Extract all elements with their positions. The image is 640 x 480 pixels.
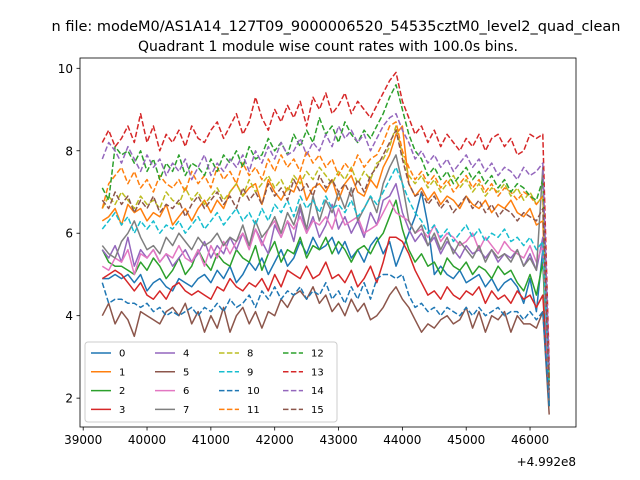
series-line-14 <box>101 112 550 370</box>
series-line-12 <box>101 84 550 382</box>
x-tick-label: 44000 <box>383 433 421 447</box>
series-lines <box>101 71 550 415</box>
legend-label-1: 1 <box>119 367 125 378</box>
legend-label-0: 0 <box>119 349 125 360</box>
legend-label-9: 9 <box>247 367 253 378</box>
series-line-0 <box>102 191 550 403</box>
legend-label-13: 13 <box>311 367 324 378</box>
x-tick-label: 45000 <box>447 433 485 447</box>
axes-frame <box>79 57 577 428</box>
legend-label-10: 10 <box>247 386 260 397</box>
legend-label-11: 11 <box>247 405 260 416</box>
legend-box <box>84 341 338 423</box>
legend-label-12: 12 <box>311 349 324 360</box>
y-tick-label: 6 <box>65 227 73 241</box>
x-tick-label: 41000 <box>192 433 230 447</box>
legend-label-4: 4 <box>183 349 189 360</box>
series-line-15 <box>101 129 550 390</box>
series-line-3 <box>101 236 550 399</box>
series-line-11 <box>101 121 550 378</box>
series-line-5 <box>101 286 550 415</box>
series-line-9 <box>101 166 550 386</box>
series-line-10 <box>101 273 550 407</box>
y-tick-label: 4 <box>65 309 73 323</box>
plot-area <box>79 57 577 428</box>
series-line-6 <box>101 199 550 399</box>
legend-label-6: 6 <box>183 386 189 397</box>
legend-label-3: 3 <box>119 405 125 416</box>
x-offset-label: +4.992e8 <box>517 455 576 469</box>
file-suptitle: n file: modeM0/AS1A14_127T09_9000006520_… <box>52 19 621 35</box>
series-line-2 <box>101 199 550 407</box>
legend-label-8: 8 <box>247 349 253 360</box>
legend-label-14: 14 <box>311 386 324 397</box>
y-axis: 2 4 6 8 10 <box>58 62 80 406</box>
x-tick-label: 46000 <box>511 433 549 447</box>
series-line-7 <box>101 154 550 403</box>
y-tick-label: 2 <box>65 392 73 406</box>
x-axis: 39000 40000 41000 42000 43000 44000 45000 46000 <box>64 427 549 447</box>
legend-label-7: 7 <box>183 405 189 416</box>
x-tick-label: 43000 <box>319 433 357 447</box>
series-line-1 <box>101 125 550 374</box>
legend-label-5: 5 <box>183 367 189 378</box>
y-tick-label: 8 <box>65 144 73 158</box>
legend-label-15: 15 <box>311 405 324 416</box>
legend-label-2: 2 <box>119 386 125 397</box>
x-tick-label: 42000 <box>256 433 294 447</box>
x-tick-label: 40000 <box>128 433 166 447</box>
chart-title: Quadrant 1 module wise count rates with … <box>138 39 518 55</box>
series-line-13 <box>101 71 550 366</box>
y-tick-label: 10 <box>58 62 73 76</box>
x-tick-label: 39000 <box>64 433 102 447</box>
